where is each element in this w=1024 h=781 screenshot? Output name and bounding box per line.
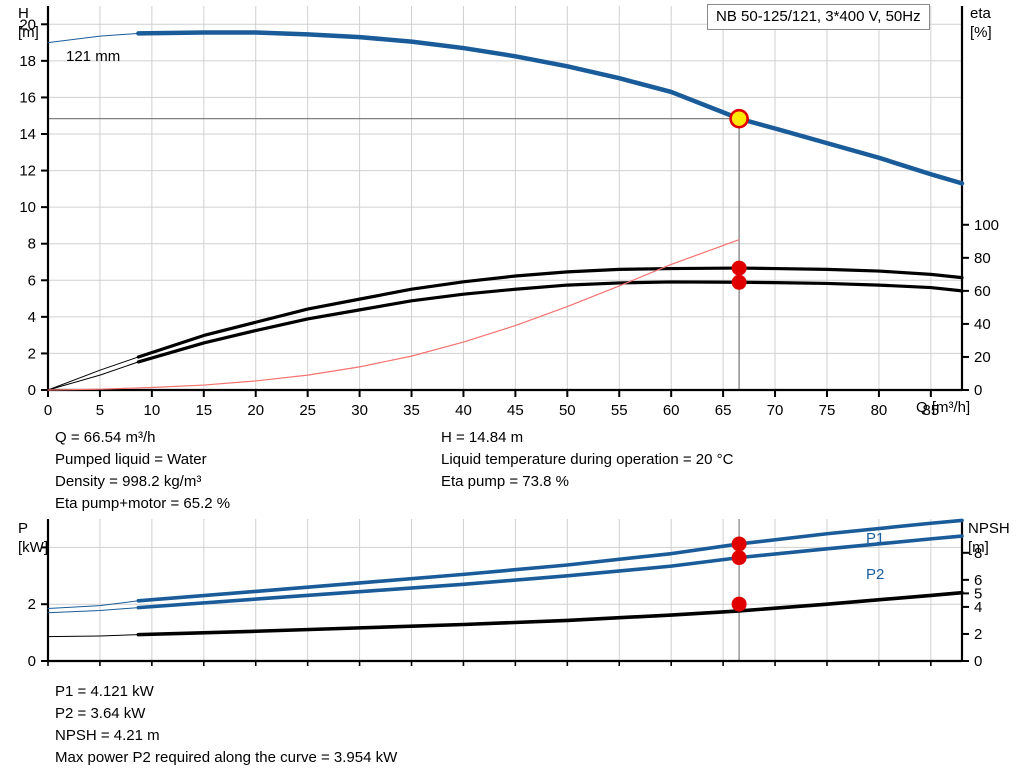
svg-text:20: 20 [974,349,991,366]
svg-text:30: 30 [351,402,368,419]
svg-text:2: 2 [974,626,982,643]
svg-text:4: 4 [974,599,982,616]
result-line: P1 = 4.121 kW [55,683,154,700]
svg-text:4: 4 [28,309,36,326]
npsh-axis-title: NPSH [m] [968,520,1010,556]
svg-text:0: 0 [28,382,36,399]
result-line: Q = 66.54 m³/h [55,429,156,446]
svg-text:50: 50 [559,402,576,419]
svg-text:10: 10 [19,199,36,216]
p-axis-title: P [kW] [18,520,48,556]
svg-text:5: 5 [96,402,104,419]
svg-text:25: 25 [299,402,316,419]
eta-axis-title: eta [%] [970,5,992,41]
svg-text:20: 20 [19,16,36,33]
svg-text:5: 5 [974,585,982,602]
svg-text:6: 6 [974,572,982,589]
svg-text:60: 60 [974,283,991,300]
svg-text:35: 35 [403,402,420,419]
svg-text:80: 80 [871,402,888,419]
svg-text:14: 14 [19,126,36,143]
svg-text:0: 0 [44,402,52,419]
svg-text:2: 2 [28,345,36,362]
svg-text:16: 16 [19,89,36,106]
svg-text:20: 20 [247,402,264,419]
result-line: NPSH = 4.21 m [55,727,160,744]
svg-text:0: 0 [974,382,982,399]
result-line: H = 14.84 m [441,429,524,446]
svg-text:0: 0 [974,653,982,670]
svg-text:40: 40 [455,402,472,419]
svg-text:15: 15 [195,402,212,419]
svg-text:55: 55 [611,402,628,419]
svg-text:60: 60 [663,402,680,419]
svg-text:65: 65 [715,402,732,419]
impeller-diameter-label: 121 mm [66,48,121,65]
results-bottom: P1 = 4.121 kW P2 = 3.64 kW NPSH = 4.21 m… [55,681,397,769]
svg-text:85: 85 [922,402,939,419]
svg-text:2: 2 [28,596,36,613]
result-line: Eta pump = 73.8 % [441,473,569,490]
result-line: Liquid temperature during operation = 20… [441,451,734,468]
series-label-p2: P2 [866,566,885,583]
h-axis-title: H [m] [18,5,39,41]
result-line: P2 = 3.64 kW [55,705,146,722]
svg-text:8: 8 [28,236,36,253]
svg-text:80: 80 [974,250,991,267]
svg-text:10: 10 [144,402,161,419]
svg-text:8: 8 [974,545,982,562]
result-line: Eta pump+motor = 65.2 % [55,495,231,512]
svg-text:6: 6 [28,272,36,289]
result-line: Pumped liquid = Water [55,451,207,468]
performance-chart: 0 2 4 6 8 10 12 14 16 18 20 0 20 40 60 80 100 0 5 10 15 20 25 3… [19,6,999,419]
q-axis-title: Q [m³/h] [916,399,971,416]
power-npsh-chart: 0 2 0 2 456 8 [28,518,982,670]
result-line: Max power P2 required along the curve = … [55,749,398,766]
results-top-right: H = 14.84 m Liquid temperature during op… [441,427,733,493]
svg-text:40: 40 [974,316,991,333]
series-label-p1: P1 [866,530,885,547]
svg-text:75: 75 [819,402,836,419]
svg-text:100: 100 [974,217,999,234]
svg-text:0: 0 [28,653,36,670]
svg-text:70: 70 [767,402,784,419]
results-top-left: Q = 66.54 m³/h Pumped liquid = Water Den… [55,427,230,515]
svg-text:12: 12 [19,163,36,180]
svg-text:45: 45 [507,402,524,419]
svg-text:18: 18 [19,53,36,70]
pump-model-title: NB 50-125/121, 3*400 V, 50Hz [707,4,930,30]
result-line: Density = 998.2 kg/m³ [55,473,202,490]
